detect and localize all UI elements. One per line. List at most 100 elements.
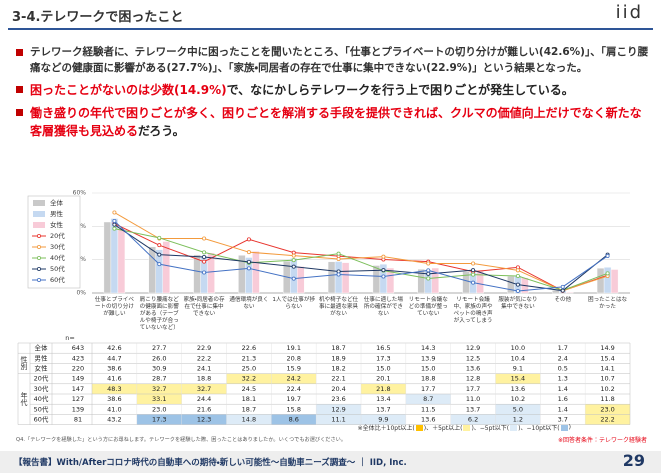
cell-value: 18.8	[197, 375, 211, 383]
x-tick-label: その他	[554, 297, 572, 303]
x-tick-label: 机や椅子など仕事に最適な家具がない	[318, 297, 359, 317]
logo: iid	[615, 2, 643, 23]
bullet: テレワーク経験者に、テレワーク中に困ったことを聞いたところ、「仕事とプライベート…	[14, 44, 649, 76]
line-marker	[291, 258, 296, 263]
n-value: 220	[72, 365, 84, 373]
legend-label: )	[568, 424, 571, 431]
cell-value: 15.0	[421, 365, 435, 373]
legend-label: 20代	[50, 231, 65, 240]
bar	[252, 251, 260, 294]
bar	[148, 246, 156, 294]
cell-value: 23.6	[331, 395, 345, 403]
bullet-list: テレワーク経験者に、テレワーク中に困ったことを聞いたところ、「仕事とプライベート…	[14, 44, 649, 145]
cell-highlight	[495, 404, 541, 415]
x-tick-label: 仕事とプライベートの切り分けが難しい	[94, 297, 134, 317]
cell-value: 15.4	[600, 354, 614, 362]
bar	[103, 221, 112, 294]
cell-value: 13.7	[466, 405, 480, 413]
page-number: 29	[622, 451, 645, 470]
cell-value: 17.3	[376, 354, 390, 362]
cell-value: 15.0	[376, 365, 390, 373]
bar	[566, 291, 574, 294]
cell-highlight	[405, 394, 451, 405]
legend-swatch	[463, 424, 471, 431]
y-tick-label: 60%	[73, 190, 87, 197]
cell-value: 10.0	[511, 344, 525, 352]
bar	[431, 267, 439, 294]
line-marker	[291, 264, 296, 269]
cell-value: 24.1	[197, 365, 211, 373]
cell-value: 23.0	[152, 405, 166, 413]
cell-value: 9.9	[378, 416, 388, 424]
row-label: 40代	[34, 394, 49, 403]
title-rule	[8, 28, 653, 30]
line-marker	[157, 262, 162, 267]
cell-value: 13.9	[421, 354, 435, 362]
question-note: Q4.「テレワークを経験した」という方にお尋ねします。テレワークを経験した際、困…	[16, 437, 347, 443]
legend-label: 全体	[50, 198, 64, 207]
line-marker	[515, 273, 520, 278]
bar	[603, 267, 612, 294]
line-marker	[381, 254, 386, 259]
cell-value: 15.9	[287, 365, 301, 373]
line-marker	[515, 282, 520, 287]
row-label: 男性	[35, 353, 49, 362]
line-marker	[381, 268, 386, 273]
cell-value: 14.8	[242, 416, 256, 424]
cell-value: 41.6	[107, 375, 121, 383]
x-tick-label: 肩こり腰痛などの健康面に影響がある（テーブルや椅子が合っていないなど）	[139, 297, 179, 331]
line-marker	[202, 254, 207, 259]
cell-value: 0.5	[558, 365, 568, 373]
bullet-text: 働き盛りの年代で困りごとが多く、困りごとを解消する手段を提供できれば、クルマの価…	[30, 106, 642, 138]
cell-highlight	[361, 414, 406, 425]
cell-value: 21.3	[242, 354, 256, 362]
cell-value: 21.8	[376, 385, 390, 393]
cell-value: 11.8	[600, 395, 614, 403]
line-marker	[515, 288, 520, 293]
cell-value: 10.4	[511, 354, 525, 362]
cell-value: 16.5	[376, 344, 390, 352]
cell-value: 22.2	[197, 354, 211, 362]
row-group-label: 年代	[20, 392, 28, 407]
cell-value: 11.1	[331, 416, 345, 424]
cell-value: 13.6	[466, 365, 480, 373]
legend-swatch	[560, 424, 568, 431]
line-marker	[336, 251, 341, 256]
x-tick-label: 家族・同居者の存在で仕事に集中できない	[183, 297, 225, 317]
line-marker	[471, 280, 476, 285]
line-marker	[471, 268, 476, 273]
cell-value: 24.5	[242, 385, 256, 393]
cell-highlight	[181, 414, 227, 425]
legend-swatch	[415, 424, 423, 431]
bar	[552, 289, 560, 294]
y-tick-label: 0%	[76, 290, 86, 297]
bullet-text: 困ったことがないのは少数(14.9%)	[30, 83, 227, 97]
cell-highlight	[136, 383, 182, 394]
cell-value: 12.9	[331, 405, 345, 413]
cell-value: 6.2	[468, 416, 478, 424]
bar	[596, 267, 605, 294]
cell-value: 21.6	[197, 405, 211, 413]
row-label: 全体	[35, 343, 49, 352]
line-marker	[560, 288, 565, 293]
cell-value: 18.9	[331, 354, 345, 362]
cell-value: 5.0	[513, 405, 523, 413]
line-marker	[112, 226, 117, 231]
cell-value: 22.4	[287, 385, 301, 393]
cell-value: 10.2	[511, 395, 525, 403]
legend-label: )、	[423, 425, 433, 432]
line-marker	[291, 253, 296, 258]
bar	[372, 265, 381, 294]
cell-value: 17.7	[421, 385, 435, 393]
cell-value: 1.2	[513, 416, 523, 424]
bullet-text: で、なにかしらテレワークを行う上で困りごとが発生している。	[226, 83, 574, 97]
bar	[290, 258, 298, 294]
cell-value: 28.7	[152, 375, 166, 383]
x-tick-label: 仕事に適した場所の確保ができない	[363, 297, 403, 317]
line-marker	[157, 252, 162, 257]
legend-label: )、	[471, 425, 480, 432]
row-label: 30代	[34, 384, 49, 393]
legend-label: −10pt以下(	[526, 425, 560, 432]
cell-value: 12.9	[466, 344, 480, 352]
